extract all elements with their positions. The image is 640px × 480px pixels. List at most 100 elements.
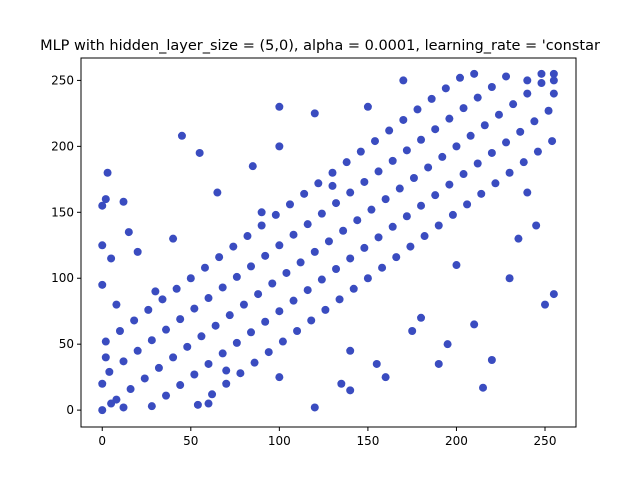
point xyxy=(445,180,454,189)
point xyxy=(162,391,171,400)
point xyxy=(452,142,461,151)
point xyxy=(349,284,358,293)
point xyxy=(126,385,135,394)
point xyxy=(144,305,153,314)
point xyxy=(549,290,558,299)
point xyxy=(413,105,422,114)
point xyxy=(502,72,511,81)
point xyxy=(147,402,156,411)
point xyxy=(271,210,280,219)
point xyxy=(177,131,186,140)
y-tick-label: 250 xyxy=(51,73,74,87)
point xyxy=(239,300,248,309)
point xyxy=(264,348,273,357)
point xyxy=(211,321,220,330)
point xyxy=(197,332,206,341)
point xyxy=(549,76,558,85)
point xyxy=(213,188,222,197)
point xyxy=(406,242,415,251)
point xyxy=(374,233,383,242)
point xyxy=(303,286,312,295)
point xyxy=(296,258,305,267)
point xyxy=(314,179,323,188)
point xyxy=(370,137,379,146)
point xyxy=(229,242,238,251)
point xyxy=(247,262,256,271)
point xyxy=(248,162,257,171)
point xyxy=(98,280,107,289)
point xyxy=(417,313,426,322)
point xyxy=(243,232,252,241)
point xyxy=(204,359,213,368)
point xyxy=(275,373,284,382)
point xyxy=(544,106,553,115)
point xyxy=(133,247,142,256)
point xyxy=(360,177,369,186)
point xyxy=(346,188,355,197)
point xyxy=(107,254,116,263)
point xyxy=(98,379,107,388)
point xyxy=(342,158,351,167)
point xyxy=(222,366,231,375)
point xyxy=(427,94,436,103)
y-tick-label: 150 xyxy=(51,205,74,219)
point xyxy=(532,221,541,230)
point xyxy=(154,363,163,372)
point xyxy=(519,158,528,167)
x-tick-label: 150 xyxy=(356,434,379,448)
point xyxy=(549,89,558,98)
point xyxy=(275,142,284,151)
point xyxy=(477,189,486,198)
point xyxy=(388,222,397,231)
point xyxy=(257,208,266,217)
point xyxy=(381,195,390,204)
point xyxy=(473,93,482,102)
point xyxy=(479,383,488,392)
point xyxy=(285,200,294,209)
point xyxy=(261,317,270,326)
point xyxy=(310,109,319,118)
point xyxy=(328,168,337,177)
point xyxy=(463,200,472,209)
point xyxy=(236,369,245,378)
point xyxy=(424,163,433,172)
point xyxy=(459,170,468,179)
point xyxy=(374,167,383,176)
point xyxy=(392,253,401,262)
point xyxy=(353,216,362,225)
point xyxy=(133,346,142,355)
x-tick-label: 0 xyxy=(98,434,106,448)
point xyxy=(98,241,107,250)
point xyxy=(487,148,496,157)
point xyxy=(321,305,330,314)
point xyxy=(254,290,263,299)
point xyxy=(473,159,482,168)
point xyxy=(408,326,417,335)
point xyxy=(317,209,326,218)
point xyxy=(119,357,128,366)
point xyxy=(101,195,110,204)
point xyxy=(169,234,178,243)
point xyxy=(98,201,107,210)
point xyxy=(112,300,121,309)
point xyxy=(282,268,291,277)
point xyxy=(218,349,227,358)
point xyxy=(434,359,443,368)
point xyxy=(452,261,461,270)
point xyxy=(101,337,110,346)
point xyxy=(328,181,337,190)
point xyxy=(107,399,116,408)
point xyxy=(225,311,234,320)
point xyxy=(402,146,411,155)
point xyxy=(494,110,503,119)
point xyxy=(445,114,454,123)
chart-title: MLP with hidden_layer_size = (5,0), alph… xyxy=(40,38,600,54)
point xyxy=(537,79,546,88)
point xyxy=(346,386,355,395)
point xyxy=(307,316,316,325)
point xyxy=(140,374,149,383)
point xyxy=(455,73,464,82)
point xyxy=(183,342,192,351)
point xyxy=(448,210,457,219)
point xyxy=(200,263,209,272)
